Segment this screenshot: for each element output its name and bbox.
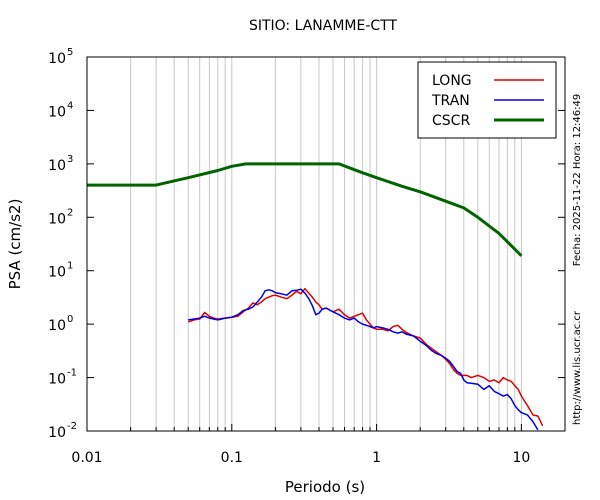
y-tick-label: 10 xyxy=(48,425,66,441)
x-axis-label: Periodo (s) xyxy=(285,478,365,496)
y-tick-exponent: 1 xyxy=(67,261,73,272)
legend-label-long: LONG xyxy=(432,73,472,89)
x-tick-label: 1 xyxy=(372,450,381,466)
minor-grid xyxy=(130,57,522,431)
y-tick-exponent: -1 xyxy=(67,368,77,379)
y-tick-exponent: -2 xyxy=(67,421,77,432)
y-tick-label: 10 xyxy=(48,51,66,67)
timestamp-text: Fecha: 2025-11-22 Hora: 12:46:49 xyxy=(572,94,583,267)
x-tick-label: 0.1 xyxy=(221,450,243,466)
y-tick-exponent: 4 xyxy=(67,100,73,111)
y-tick-label: 10 xyxy=(48,265,66,281)
y-tick-label: 10 xyxy=(48,372,66,388)
series-line-cscr xyxy=(87,162,523,257)
source-url-text: http://www.lis.ucr.ac.cr xyxy=(572,310,583,425)
plot-frame xyxy=(86,56,566,432)
series-layer xyxy=(87,162,544,431)
series-line-long xyxy=(187,287,544,427)
legend-label-tran: TRAN xyxy=(431,93,470,109)
legend: LONG TRAN CSCR xyxy=(417,61,557,139)
x-tick-label: 0.01 xyxy=(71,450,102,466)
y-tick-exponent: 0 xyxy=(67,314,73,325)
y-tick-exponent: 3 xyxy=(67,154,73,165)
y-tick-label: 10 xyxy=(48,104,66,120)
legend-label-cscr: CSCR xyxy=(432,113,470,129)
y-axis-label: PSA (cm/s2) xyxy=(6,199,24,290)
chart-title: SITIO: LANAMME-CTT xyxy=(249,18,398,34)
x-axis-ticks: 0.01 0.1 1 10 xyxy=(71,424,566,466)
y-tick-exponent: 2 xyxy=(67,207,73,218)
y-tick-label: 10 xyxy=(48,211,66,227)
y-tick-label: 10 xyxy=(48,158,66,174)
x-tick-label: 10 xyxy=(512,450,530,466)
y-tick-label: 10 xyxy=(48,318,66,334)
series-line-tran xyxy=(188,288,539,431)
y-tick-exponent: 5 xyxy=(67,47,73,58)
